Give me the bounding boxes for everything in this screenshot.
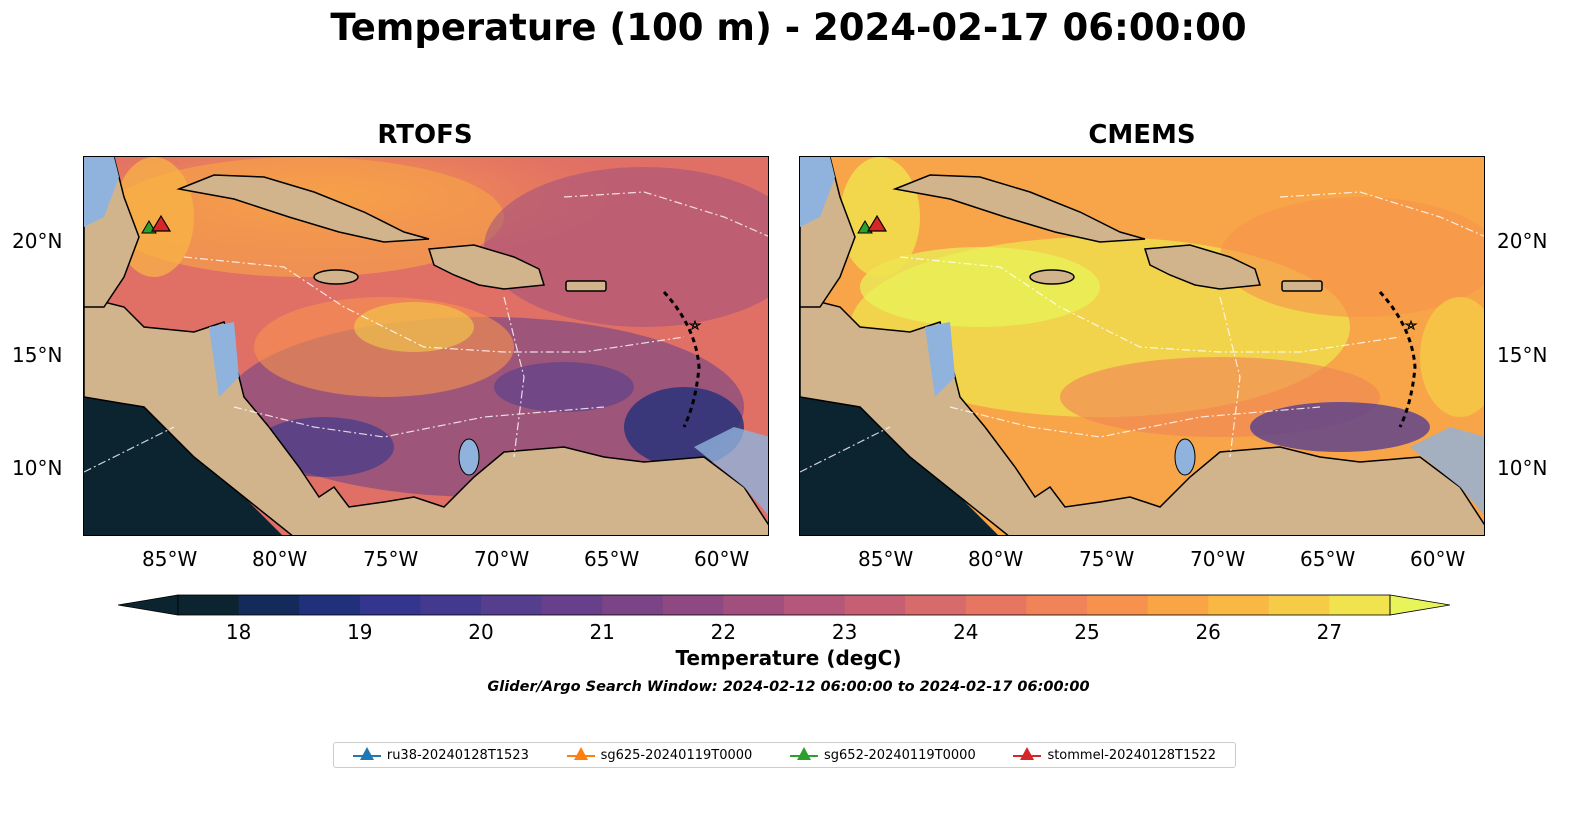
land-puerto-rico (1281, 280, 1323, 292)
colorbar-segment (1147, 595, 1209, 615)
x-tick-label: 75°W (363, 547, 419, 571)
legend-marker-icon (566, 747, 595, 763)
x-tick-label: 60°W (1410, 547, 1466, 571)
colorbar-svg (117, 594, 1451, 616)
glider-legend: ru38-20240128T1523 sg625-20240119T0000 s… (333, 742, 1236, 768)
colorbar-tick-label: 22 (710, 620, 737, 644)
x-tick-label: 70°W (474, 547, 530, 571)
colorbar-segment (1329, 595, 1391, 615)
colorbar-over-extension (1389, 594, 1451, 616)
land-hispaniola (1144, 244, 1261, 290)
colorbar-tick-label: 27 (1316, 620, 1343, 644)
colorbar-frame (177, 594, 1391, 616)
colorbar-segment (178, 595, 240, 615)
colorbar-segment (1087, 595, 1149, 615)
land-cuba (892, 174, 1146, 243)
y-tick-label-left: 15°N (12, 343, 63, 367)
land-jamaica (1029, 269, 1075, 285)
colorbar-segment (662, 595, 724, 615)
legend-marker-icon (352, 747, 381, 763)
colorbar-segment (965, 595, 1027, 615)
x-tick-label: 65°W (1300, 547, 1356, 571)
figure-title: Temperature (100 m) - 2024-02-17 06:00:0… (330, 6, 1247, 49)
colorbar-under-extension (117, 594, 179, 616)
colorbar-tick-label: 18 (225, 620, 252, 644)
colorbar (117, 593, 1451, 617)
colorbar-tick-label: 21 (589, 620, 615, 644)
pacific-ocean (800, 397, 998, 535)
colorbar-segment (844, 595, 906, 615)
legend-item-ru38[interactable]: ru38-20240128T1523 (352, 747, 529, 763)
land-hispaniola (428, 244, 545, 290)
legend-item-sg625[interactable]: sg625-20240119T0000 (566, 747, 753, 763)
star-marker (1404, 319, 1418, 331)
legend-label: ru38-20240128T1523 (386, 747, 529, 763)
colorbar-tick-label: 24 (953, 620, 979, 644)
y-tick-label-right: 20°N (1497, 229, 1548, 253)
lesser-antilles (1378, 290, 1417, 428)
legend-marker-icon (1013, 747, 1042, 763)
lesser-antilles (662, 290, 701, 428)
colorbar-segment (299, 595, 361, 615)
map-rtofs[interactable] (83, 156, 769, 536)
colorbar-segment (784, 595, 846, 615)
panel-title-cmems: CMEMS (1088, 120, 1196, 150)
land-cuba (176, 174, 430, 243)
legend-item-stommel[interactable]: stommel-20240128T1522 (1013, 747, 1216, 763)
x-tick-label: 85°W (858, 547, 914, 571)
colorbar-tick-label: 20 (468, 620, 494, 644)
land-puerto-rico (565, 280, 607, 292)
x-tick-label: 80°W (968, 547, 1024, 571)
colorbar-tick-label: 26 (1195, 620, 1221, 644)
x-tick-label: 60°W (694, 547, 750, 571)
legend-label: sg625-20240119T0000 (600, 747, 753, 763)
legend-label: stommel-20240128T1522 (1047, 747, 1217, 763)
colorbar-segment (481, 595, 543, 615)
colorbar-segment (723, 595, 785, 615)
colorbar-segment (1026, 595, 1088, 615)
y-tick-label-left: 20°N (12, 229, 63, 253)
glider-stommel-marker[interactable] (150, 214, 172, 232)
map-cmems[interactable] (799, 156, 1485, 536)
glider-stommel-marker[interactable] (866, 214, 888, 232)
colorbar-segment (905, 595, 967, 615)
colorbar-segment (1268, 595, 1330, 615)
colorbar-segment (541, 595, 603, 615)
colorbar-tick-label: 25 (1074, 620, 1100, 644)
colorbar-tick-label: 19 (347, 620, 373, 644)
map-cmems-svg (800, 157, 1484, 535)
colorbar-segment (420, 595, 482, 615)
map-rtofs-svg (84, 157, 768, 535)
panel-title-rtofs: RTOFS (377, 120, 473, 150)
y-tick-label-right: 10°N (1497, 456, 1548, 480)
y-tick-label-left: 10°N (12, 456, 63, 480)
x-tick-label: 85°W (142, 547, 198, 571)
x-tick-label: 80°W (252, 547, 308, 571)
search-window-text: Glider/Argo Search Window: 2024-02-12 06… (487, 679, 1090, 695)
pacific-ocean (84, 397, 282, 535)
colorbar-label: Temperature (degC) (675, 646, 902, 670)
colorbar-segment (359, 595, 421, 615)
colorbar-tick-label: 23 (831, 620, 858, 644)
x-tick-label: 75°W (1079, 547, 1135, 571)
legend-marker-icon (790, 747, 818, 763)
star-marker (688, 319, 702, 331)
legend-item-sg652[interactable]: sg652-20240119T0000 (790, 747, 976, 763)
x-tick-label: 70°W (1190, 547, 1246, 571)
legend-label: sg652-20240119T0000 (824, 747, 976, 763)
colorbar-segment (602, 595, 664, 615)
x-tick-label: 65°W (584, 547, 640, 571)
land-jamaica (313, 269, 359, 285)
y-tick-label-right: 15°N (1497, 343, 1548, 367)
colorbar-segment (1208, 595, 1270, 615)
colorbar-segment (238, 595, 300, 615)
